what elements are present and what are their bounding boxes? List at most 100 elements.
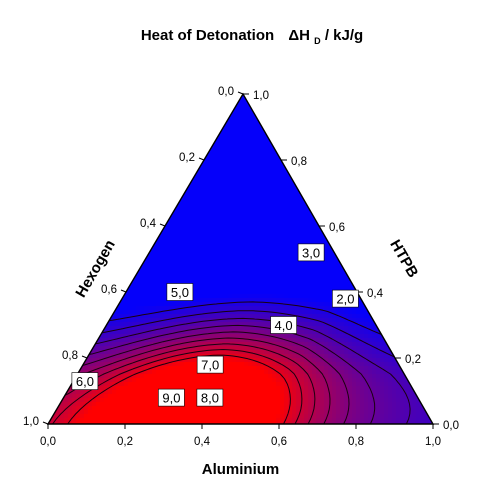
heatmap-cell (116, 326, 121, 331)
heatmap-cell (300, 298, 305, 303)
heatmap-cell (232, 426, 237, 431)
heatmap-cell (272, 150, 277, 155)
contour-label-box (71, 372, 99, 390)
heatmap-cell (324, 218, 329, 223)
bottom-tick-label: 0,2 (117, 436, 133, 448)
heatmap-cell (292, 306, 297, 311)
heatmap-cell (228, 282, 233, 287)
heatmap-cell (288, 222, 293, 227)
heatmap-cell (172, 194, 177, 199)
heatmap-cell (132, 326, 137, 331)
heatmap-cell (232, 142, 237, 147)
heatmap-cell (252, 154, 257, 159)
heatmap-cell (328, 290, 333, 295)
heatmap-cell (196, 426, 201, 431)
heatmap-cell (252, 410, 257, 415)
heatmap-cell (236, 122, 241, 127)
heatmap-cell (348, 426, 353, 431)
heatmap-cell (156, 378, 161, 383)
heatmap-cell (212, 426, 217, 431)
heatmap-cell (304, 426, 309, 431)
heatmap-cell (224, 270, 229, 275)
heatmap-cell (156, 238, 161, 243)
heatmap-cell (324, 266, 329, 271)
heatmap-cell (252, 394, 257, 399)
heatmap-cell (120, 350, 125, 355)
heatmap-cell (348, 286, 353, 291)
heatmap-cell (244, 242, 249, 247)
heatmap-cell (312, 398, 317, 403)
heatmap-cell (212, 250, 217, 255)
heatmap-cell (228, 402, 233, 407)
heatmap-cell (304, 226, 309, 231)
heatmap-cell (272, 162, 277, 167)
contour-label-text: 6,0 (76, 374, 94, 389)
heatmap-cell (296, 382, 301, 387)
heatmap-cell (240, 174, 245, 179)
heatmap-cell (180, 342, 185, 347)
heatmap-cell (292, 358, 297, 363)
heatmap-cell (172, 350, 177, 355)
right-tick-label: 0,8 (291, 156, 307, 168)
heatmap-cell (136, 394, 141, 399)
heatmap-cell (260, 138, 265, 143)
heatmap-cell (220, 374, 225, 379)
heatmap-cell (104, 390, 109, 395)
heatmap-cell (152, 394, 157, 399)
heatmap-cell (296, 358, 301, 363)
heatmap-cell (276, 170, 281, 175)
heatmap-cell (120, 278, 125, 283)
heatmap-cell (420, 422, 425, 424)
heatmap-cell (276, 218, 281, 223)
heatmap-cell (308, 322, 313, 327)
heatmap-cell (308, 238, 313, 243)
heatmap-cell (204, 326, 209, 331)
heatmap-cell (224, 346, 229, 351)
heatmap-cell (256, 230, 261, 235)
heatmap-cell (256, 142, 261, 147)
heatmap-cell (132, 294, 137, 299)
contour-label: 5,0 (166, 283, 194, 301)
heatmap-cell (124, 406, 129, 411)
heatmap-cell (152, 230, 157, 235)
heatmap-cell (312, 266, 317, 271)
heatmap-cell (204, 174, 209, 179)
heatmap-cell (212, 218, 217, 223)
heatmap-cell (164, 358, 169, 363)
heatmap-cell (80, 402, 85, 407)
heatmap-cell (124, 370, 129, 375)
heatmap-cell (280, 186, 285, 191)
heatmap-cell (168, 350, 173, 355)
heatmap-cell (220, 322, 225, 327)
heatmap-cell (244, 394, 249, 399)
heatmap-cell (344, 346, 349, 351)
heatmap-cell (176, 214, 181, 219)
heatmap-cell (324, 330, 329, 335)
heatmap-cell (280, 222, 285, 227)
heatmap-cell (172, 318, 177, 323)
heatmap-cell (292, 398, 297, 403)
heatmap-cell (260, 238, 265, 243)
heatmap-cell (216, 350, 221, 355)
heatmap-cell (260, 418, 265, 423)
heatmap-cell (148, 314, 153, 319)
heatmap-cell (232, 278, 237, 283)
heatmap-cell (184, 354, 189, 359)
heatmap-cell (108, 402, 113, 407)
heatmap-cell (148, 370, 153, 375)
heatmap-cell (128, 326, 133, 331)
heatmap-cell (144, 394, 149, 399)
heatmap-cell (252, 182, 257, 187)
heatmap-cell (248, 238, 253, 243)
heatmap-cell (312, 422, 317, 424)
heatmap-cell (296, 330, 301, 335)
heatmap-cell (168, 330, 173, 335)
heatmap-cell (256, 150, 261, 155)
heatmap-cell (236, 242, 241, 247)
heatmap-cell (80, 406, 85, 411)
heatmap-cell (212, 254, 217, 259)
heatmap-cell (228, 130, 233, 135)
heatmap-cell (304, 214, 309, 219)
heatmap-cell (196, 218, 201, 223)
heatmap-cell (244, 126, 249, 131)
